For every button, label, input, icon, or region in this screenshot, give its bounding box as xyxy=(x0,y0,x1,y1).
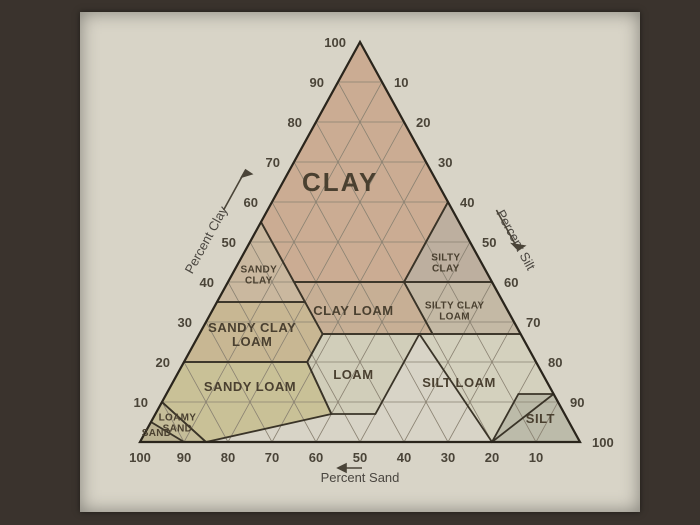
tick-silt-70: 70 xyxy=(526,315,540,330)
tick-clay-80: 80 xyxy=(288,115,302,130)
tick-silt-100: 100 xyxy=(592,435,614,450)
tick-clay-50: 50 xyxy=(222,235,236,250)
tick-sand-10: 10 xyxy=(529,450,543,465)
diagram-frame: CLAYSILTYCLAYSILTY CLAYLOAMCLAY LOAMSAND… xyxy=(80,12,640,512)
tick-sand-80: 80 xyxy=(221,450,235,465)
region-label-loam: LOAM xyxy=(333,367,373,382)
tick-clay-70: 70 xyxy=(266,155,280,170)
region-label-sandy_clay: SANDY xyxy=(241,264,278,275)
tick-clay-100: 100 xyxy=(324,35,346,50)
tick-silt-80: 80 xyxy=(548,355,562,370)
region-label-silt: SILT xyxy=(526,411,555,426)
axis-arrowhead-clay xyxy=(242,170,252,177)
tick-silt-10: 10 xyxy=(394,75,408,90)
tick-clay-60: 60 xyxy=(244,195,258,210)
region-label-sandy_clay_loam: LOAM xyxy=(232,334,272,349)
axis-label-sand: Percent Sand xyxy=(321,470,400,485)
tick-silt-90: 90 xyxy=(570,395,584,410)
region-label-sandy_clay: CLAY xyxy=(245,275,273,286)
tick-sand-90: 90 xyxy=(177,450,191,465)
region-label-clay: CLAY xyxy=(302,167,378,197)
tick-sand-50: 50 xyxy=(353,450,367,465)
region-label-loamy_sand: LOAMY xyxy=(159,412,197,423)
tick-silt-30: 30 xyxy=(438,155,452,170)
soil-triangle-diagram: CLAYSILTYCLAYSILTY CLAYLOAMCLAY LOAMSAND… xyxy=(80,12,640,512)
tick-clay-40: 40 xyxy=(200,275,214,290)
tick-sand-60: 60 xyxy=(309,450,323,465)
region-label-sand: SAND xyxy=(142,428,172,439)
region-label-silty_clay: SILTY xyxy=(431,252,460,263)
tick-clay-90: 90 xyxy=(310,75,324,90)
tick-silt-40: 40 xyxy=(460,195,474,210)
region-label-sandy_clay_loam: SANDY CLAY xyxy=(208,320,296,335)
region-label-silty_clay_loam: LOAM xyxy=(439,311,470,322)
tick-sand-40: 40 xyxy=(397,450,411,465)
region-label-silt_loam: SILT LOAM xyxy=(422,375,496,390)
tick-sand-30: 30 xyxy=(441,450,455,465)
tick-clay-10: 10 xyxy=(134,395,148,410)
region-label-sandy_loam: SANDY LOAM xyxy=(204,379,296,394)
region-label-silty_clay: CLAY xyxy=(432,263,460,274)
tick-clay-30: 30 xyxy=(178,315,192,330)
tick-clay-20: 20 xyxy=(156,355,170,370)
region-label-clay_loam: CLAY LOAM xyxy=(313,303,393,318)
tick-silt-60: 60 xyxy=(504,275,518,290)
tick-silt-20: 20 xyxy=(416,115,430,130)
tick-sand-70: 70 xyxy=(265,450,279,465)
tick-silt-50: 50 xyxy=(482,235,496,250)
tick-sand-100: 100 xyxy=(129,450,151,465)
tick-sand-20: 20 xyxy=(485,450,499,465)
region-label-silty_clay_loam: SILTY CLAY xyxy=(425,300,485,311)
